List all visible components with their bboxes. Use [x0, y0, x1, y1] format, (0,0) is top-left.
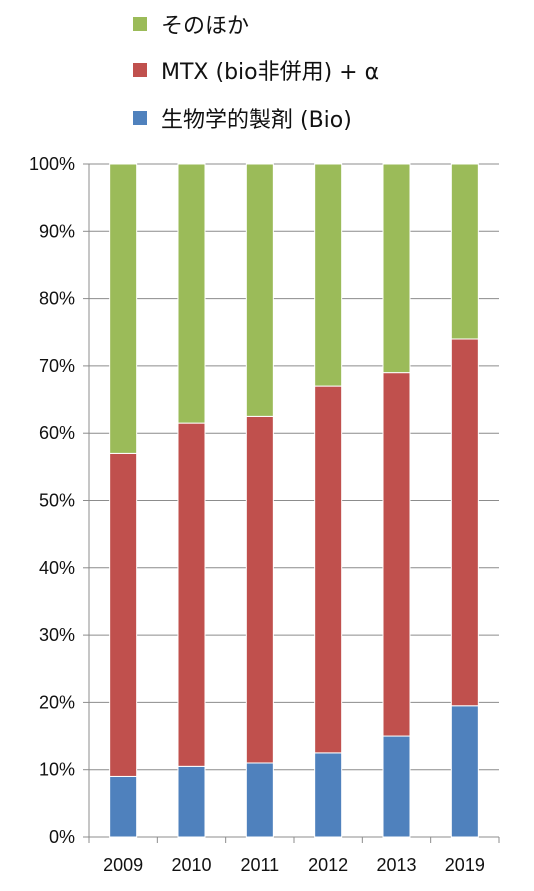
y-tick-label: 50% [39, 491, 75, 511]
x-tick-label: 2010 [171, 855, 211, 875]
y-tick-label: 10% [39, 760, 75, 780]
legend-swatch-bio [133, 111, 147, 125]
bar-segment-bio-2011 [245, 762, 274, 838]
legend-item-mtx: MTX (bio非併用) + α [133, 50, 379, 90]
x-tick-label: 2019 [445, 855, 485, 875]
legend-item-other: そのほか [133, 4, 249, 44]
bar-segment-mtx-2011 [245, 415, 274, 764]
y-tick-label: 20% [39, 692, 75, 712]
bar-segment-other-2010 [177, 163, 206, 424]
legend-swatch-other [133, 17, 147, 31]
legend-label-other: そのほか [161, 14, 250, 39]
bar-segment-bio-2019 [450, 705, 479, 838]
y-tick-label: 90% [39, 221, 75, 241]
y-tick-label: 0% [49, 827, 75, 847]
y-tick-label: 40% [39, 558, 75, 578]
legend-swatch-mtx [133, 63, 147, 77]
y-tick-label: 80% [39, 289, 75, 309]
y-tick-label: 100% [29, 154, 75, 174]
legend-label-bio: 生物学的製剤 (Bio) [161, 108, 352, 133]
bar-segment-mtx-2009 [109, 452, 138, 777]
bar-segment-other-2012 [314, 163, 343, 387]
bar-segment-bio-2010 [177, 765, 206, 838]
x-tick-label: 2011 [240, 855, 279, 875]
bar-segment-mtx-2010 [177, 422, 206, 767]
legend-label-mtx: MTX (bio非併用) + α [161, 60, 380, 85]
bar-segment-other-2011 [245, 163, 274, 417]
bar-segment-bio-2009 [109, 775, 138, 838]
x-tick-label: 2012 [308, 855, 348, 875]
y-tick-label: 30% [39, 625, 75, 645]
bar-segment-mtx-2019 [450, 338, 479, 707]
bar-segment-bio-2013 [382, 735, 411, 838]
legend: そのほか MTX (bio非併用) + α 生物学的製剤 (Bio) [0, 0, 534, 150]
y-tick-label: 60% [39, 423, 75, 443]
bar-segment-bio-2012 [314, 752, 343, 838]
x-tick-label: 2013 [376, 855, 416, 875]
bar-segment-other-2019 [450, 163, 479, 340]
x-tick-label: 2009 [103, 855, 143, 875]
bar-segment-mtx-2013 [382, 372, 411, 737]
bar-segment-other-2009 [109, 163, 138, 454]
bar-segment-mtx-2012 [314, 385, 343, 754]
legend-item-bio: 生物学的製剤 (Bio) [133, 98, 352, 138]
y-tick-label: 70% [39, 356, 75, 376]
bar-segment-other-2013 [382, 163, 411, 374]
